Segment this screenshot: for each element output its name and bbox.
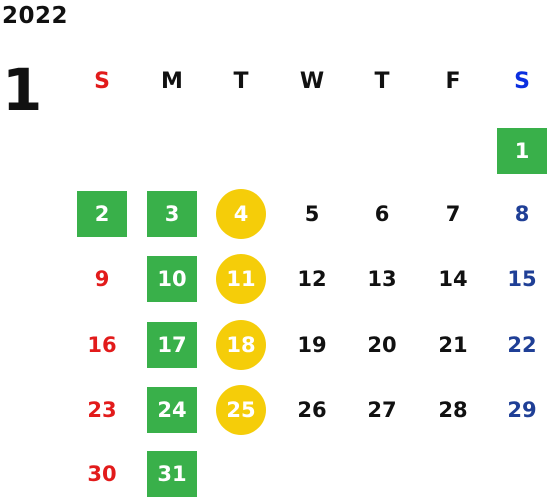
day-cell[interactable]: 7 bbox=[445, 202, 461, 226]
day-cell[interactable]: 23 bbox=[87, 398, 117, 422]
day-cell[interactable]: 16 bbox=[87, 333, 117, 357]
day-cell-green[interactable]: 2 bbox=[77, 191, 127, 237]
day-cell-green[interactable]: 17 bbox=[147, 322, 197, 368]
day-cell-yellow[interactable]: 18 bbox=[216, 320, 266, 370]
day-cell[interactable]: 26 bbox=[297, 398, 327, 422]
day-cell[interactable]: 6 bbox=[374, 202, 390, 226]
day-cell-green[interactable]: 31 bbox=[147, 451, 197, 497]
day-cell[interactable]: 20 bbox=[367, 333, 397, 357]
day-cell[interactable]: 27 bbox=[367, 398, 397, 422]
day-cell[interactable]: 12 bbox=[297, 267, 327, 291]
weekday-label-3: W bbox=[299, 68, 325, 94]
day-cell[interactable]: 9 bbox=[94, 267, 110, 291]
weekday-label-6: S bbox=[514, 68, 530, 94]
year-label: 2022 bbox=[2, 3, 69, 29]
day-cell[interactable]: 28 bbox=[438, 398, 468, 422]
day-cell-green[interactable]: 24 bbox=[147, 387, 197, 433]
day-cell[interactable]: 8 bbox=[514, 202, 530, 226]
day-cell-yellow[interactable]: 11 bbox=[216, 254, 266, 304]
weekday-label-0: S bbox=[94, 68, 110, 94]
day-cell-green[interactable]: 1 bbox=[497, 128, 547, 174]
day-cell-green[interactable]: 10 bbox=[147, 256, 197, 302]
day-cell[interactable]: 15 bbox=[507, 267, 537, 291]
day-cell[interactable]: 30 bbox=[87, 462, 117, 486]
day-cell[interactable]: 22 bbox=[507, 333, 537, 357]
day-cell-yellow[interactable]: 25 bbox=[216, 385, 266, 435]
weekday-label-1: M bbox=[161, 68, 183, 94]
weekday-label-5: F bbox=[445, 68, 461, 94]
month-number: 1 bbox=[2, 56, 43, 124]
day-cell-yellow[interactable]: 4 bbox=[216, 189, 266, 239]
day-cell[interactable]: 29 bbox=[507, 398, 537, 422]
day-cell[interactable]: 19 bbox=[297, 333, 327, 357]
weekday-label-4: T bbox=[374, 68, 390, 94]
day-cell[interactable]: 14 bbox=[438, 267, 468, 291]
weekday-label-2: T bbox=[233, 68, 249, 94]
day-cell[interactable]: 13 bbox=[367, 267, 397, 291]
day-cell[interactable]: 5 bbox=[304, 202, 320, 226]
day-cell[interactable]: 21 bbox=[438, 333, 468, 357]
day-cell-green[interactable]: 3 bbox=[147, 191, 197, 237]
